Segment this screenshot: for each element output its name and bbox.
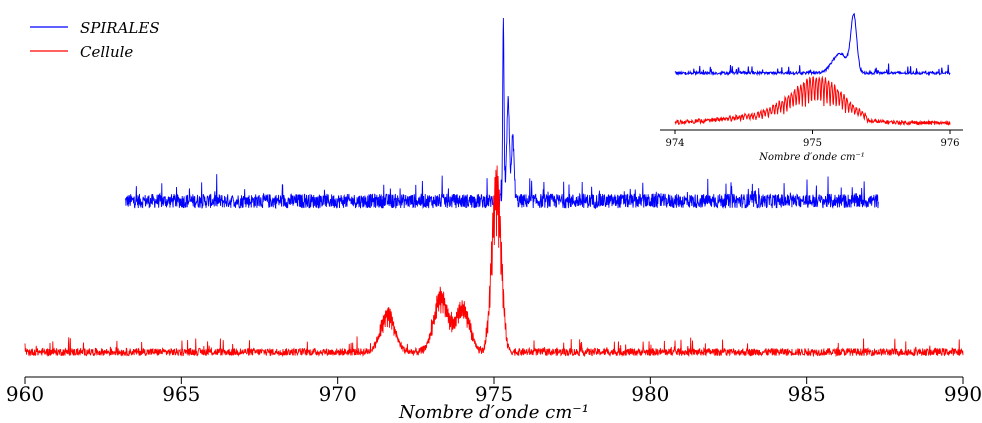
inset-series-group — [674, 12, 951, 127]
inset-series-line-spirales — [674, 12, 951, 77]
main-x-tick-label: 960 — [6, 382, 44, 406]
main-x-axis-label: Nombre d′onde cm⁻¹ — [398, 402, 589, 423]
legend: SPIRALES Cellule — [30, 19, 160, 61]
inset-x-tick-label: 975 — [803, 138, 822, 149]
legend-label-cellule: Cellule — [80, 43, 133, 61]
main-x-tick-label: 980 — [631, 382, 669, 406]
main-x-tick-label: 970 — [319, 382, 357, 406]
main-x-tick-label: 975 — [475, 382, 513, 406]
inset-x-axis: 974 975 976 — [665, 130, 960, 149]
main-x-tick-label: 990 — [944, 382, 982, 406]
series-line-cellule — [24, 165, 964, 358]
main-series-group — [24, 17, 964, 358]
inset-series-line-cellule — [674, 75, 951, 127]
inset-x-axis-label: Nombre d′onde cm⁻¹ — [758, 152, 865, 163]
main-x-tick-label: 985 — [788, 382, 826, 406]
main-x-tick-label: 965 — [162, 382, 200, 406]
series-line-spirales — [124, 17, 879, 210]
legend-label-spirales: SPIRALES — [80, 19, 160, 37]
inset-x-tick-label: 974 — [665, 138, 684, 149]
inset-x-tick-label: 976 — [940, 138, 959, 149]
inset-chart: 974 975 976 Nombre d′onde cm⁻¹ — [660, 12, 963, 163]
main-x-axis: 960 965 970 975 980 985 990 — [6, 376, 982, 406]
